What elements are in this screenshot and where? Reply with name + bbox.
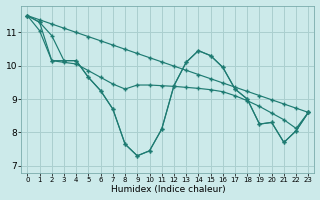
X-axis label: Humidex (Indice chaleur): Humidex (Indice chaleur) bbox=[110, 185, 225, 194]
